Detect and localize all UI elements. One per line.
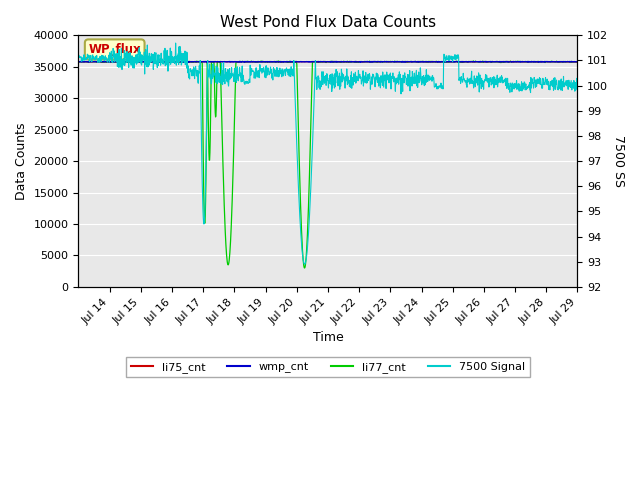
li77_cnt (359, 59, 367, 65)
li77_cnt (75, 59, 83, 64)
li75_cnt (113, 59, 121, 65)
li75_cnt (306, 59, 314, 65)
li75_cnt (482, 60, 490, 65)
Line: li75_cnt: li75_cnt (79, 61, 577, 62)
li75_cnt (359, 59, 367, 64)
wmp_cnt (298, 59, 305, 64)
Line: li77_cnt: li77_cnt (79, 61, 577, 268)
li77_cnt (296, 200, 304, 205)
7500 Signal (287, 73, 294, 79)
wmp_cnt (573, 59, 581, 64)
wmp_cnt (287, 59, 294, 65)
li77_cnt (113, 59, 121, 65)
li77_cnt (134, 59, 141, 65)
Text: WP_flux: WP_flux (88, 43, 141, 56)
7500 Signal (172, 40, 179, 46)
Line: 7500 Signal: 7500 Signal (79, 43, 577, 264)
li75_cnt (205, 59, 212, 64)
wmp_cnt (359, 59, 367, 65)
Legend: li75_cnt, wmp_cnt, li77_cnt, 7500 Signal: li75_cnt, wmp_cnt, li77_cnt, 7500 Signal (126, 357, 530, 377)
Y-axis label: 7500 SS: 7500 SS (612, 135, 625, 187)
7500 Signal (75, 57, 83, 63)
wmp_cnt (114, 59, 122, 64)
li77_cnt (469, 58, 477, 64)
7500 Signal (573, 84, 581, 90)
X-axis label: Time: Time (312, 331, 343, 344)
li77_cnt (301, 265, 308, 271)
wmp_cnt (307, 59, 314, 65)
7500 Signal (301, 261, 308, 267)
7500 Signal (113, 50, 121, 56)
li75_cnt (287, 59, 294, 65)
wmp_cnt (109, 60, 116, 65)
wmp_cnt (134, 59, 142, 65)
7500 Signal (134, 51, 141, 57)
7500 Signal (307, 200, 314, 206)
li75_cnt (573, 59, 581, 64)
li77_cnt (286, 59, 294, 64)
Line: wmp_cnt: wmp_cnt (79, 61, 577, 62)
Y-axis label: Data Counts: Data Counts (15, 122, 28, 200)
li75_cnt (75, 59, 83, 65)
li75_cnt (134, 59, 141, 65)
wmp_cnt (84, 59, 92, 64)
7500 Signal (359, 68, 367, 74)
li77_cnt (573, 59, 581, 65)
wmp_cnt (75, 59, 83, 65)
Title: West Pond Flux Data Counts: West Pond Flux Data Counts (220, 15, 436, 30)
7500 Signal (297, 231, 305, 237)
li75_cnt (297, 59, 305, 64)
li77_cnt (306, 160, 314, 166)
